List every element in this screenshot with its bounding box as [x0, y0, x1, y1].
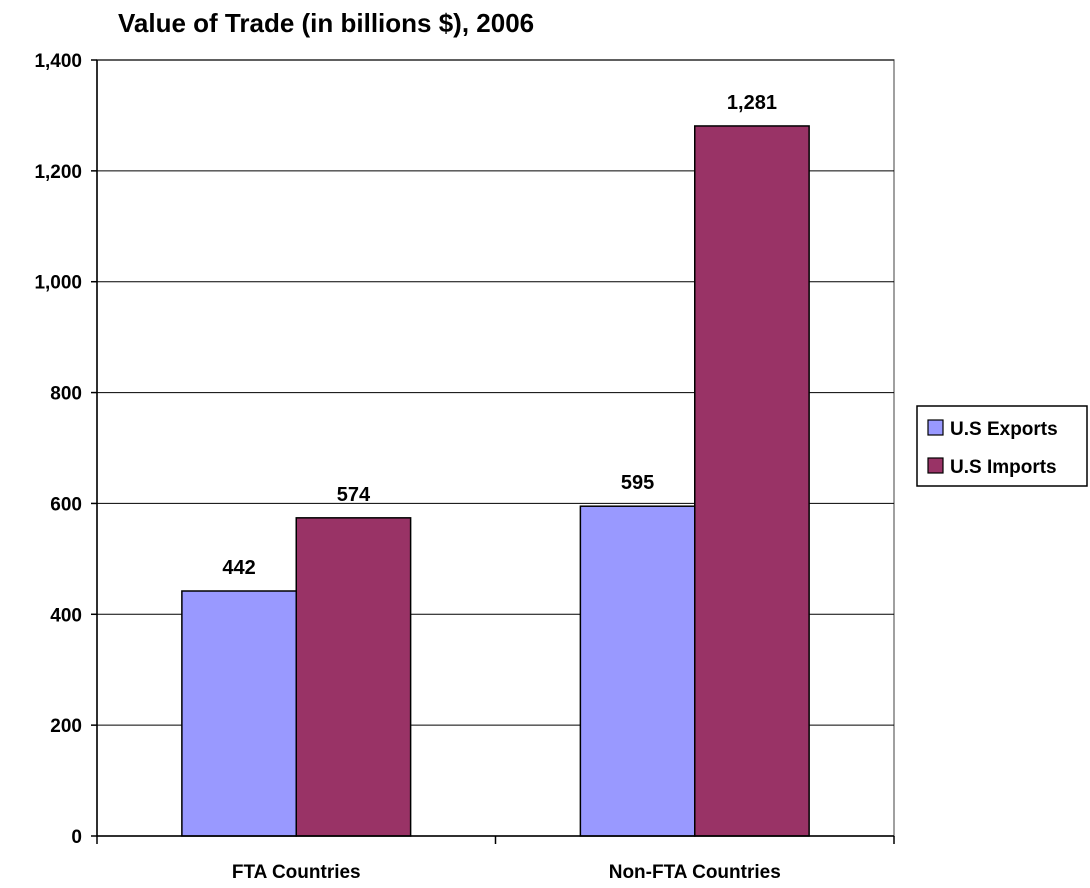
- data-labels: 442 574 595 1,281: [222, 92, 777, 579]
- legend-swatch: [927, 457, 944, 474]
- x-tick-label: FTA Countries: [232, 862, 361, 883]
- x-tick-label: Non-FTA Countries: [609, 862, 781, 883]
- legend: U.S Exports U.S Imports: [916, 405, 1088, 487]
- data-label: 595: [621, 472, 654, 494]
- y-tick-label: 1,000: [34, 273, 82, 294]
- legend-box: [916, 405, 1088, 487]
- legend-swatch: [927, 419, 944, 436]
- bars: [181, 125, 810, 837]
- bar: [694, 125, 810, 837]
- y-axis-ticks: 0 200 400 600 800 1,000 1,200 1,400: [34, 51, 97, 848]
- plot-area: 442 574 595 1,281: [96, 59, 895, 837]
- y-tick-label: 400: [50, 605, 82, 626]
- y-tick-label: 1,200: [34, 162, 82, 183]
- data-label: 574: [337, 484, 371, 506]
- legend-label: U.S Exports: [950, 419, 1058, 440]
- bar: [181, 590, 297, 837]
- legend-label: U.S Imports: [950, 457, 1057, 478]
- chart-title: Value of Trade (in billions $), 2006: [118, 8, 534, 38]
- bar: [579, 505, 696, 837]
- y-tick-label: 0: [71, 827, 82, 848]
- y-tick-label: 600: [50, 494, 82, 515]
- x-axis-ticks: FTA Countries Non-FTA Countries: [96, 836, 895, 883]
- legend-items: U.S Exports U.S Imports: [927, 419, 1058, 478]
- y-tick-label: 1,400: [34, 51, 82, 72]
- y-tick-label: 800: [50, 384, 82, 405]
- y-tick-label: 200: [50, 716, 82, 737]
- data-label: 1,281: [727, 92, 777, 114]
- axes: 0 200 400 600 800 1,000 1,200 1,400 FTA Countri…: [34, 51, 895, 883]
- data-label: 442: [222, 557, 255, 579]
- bar: [295, 517, 412, 837]
